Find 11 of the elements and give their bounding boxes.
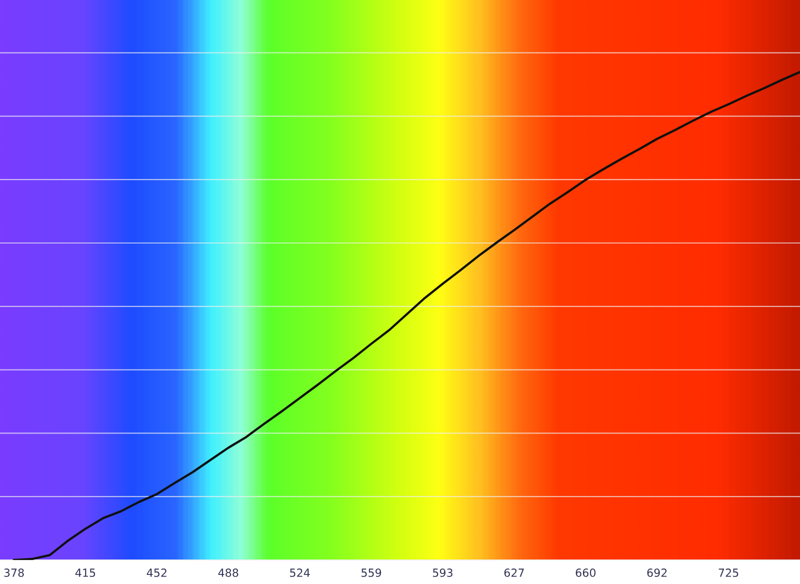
x-tick-label: 378: [4, 568, 24, 577]
x-tick-label: 488: [218, 568, 238, 577]
x-tick-label: 524: [290, 568, 310, 577]
x-tick-label: 452: [146, 568, 166, 577]
x-tick-label: 593: [432, 568, 452, 577]
x-tick-label: 692: [647, 568, 667, 577]
x-tick-label: 660: [576, 568, 596, 577]
x-tick-label: 627: [504, 568, 524, 577]
x-tick-label: 559: [362, 568, 382, 577]
x-tick-label: 725: [718, 568, 738, 577]
x-tick-label: 415: [75, 568, 96, 577]
